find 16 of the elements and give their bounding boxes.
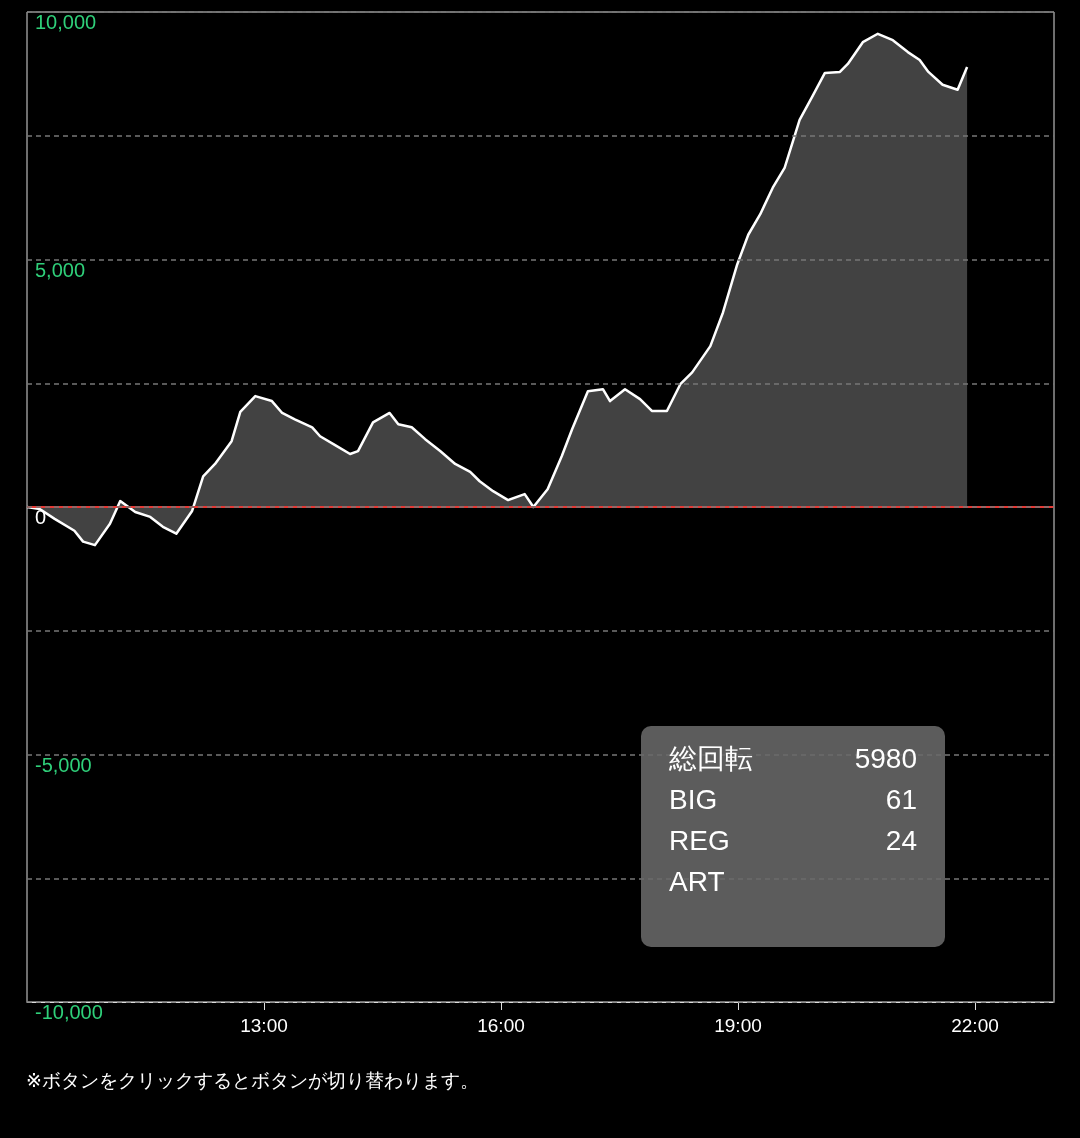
y-tick-label: 10,000 [35, 11, 97, 33]
x-tick-label: 16:00 [477, 1015, 525, 1036]
annotation: REG [669, 824, 731, 857]
x-tick-label: 22:00 [951, 1015, 999, 1036]
annotation: 総回転 [669, 741, 754, 776]
y-tick-label: -5,000 [35, 753, 92, 776]
annotation: BIG [669, 783, 719, 816]
annotation: ART [669, 865, 726, 898]
y-tick-label: -10,000 [35, 1001, 103, 1023]
annotation: 61 [884, 783, 917, 816]
annotation: 5980 [854, 742, 917, 775]
y-tick-label: 5,000 [35, 258, 86, 281]
x-tick-label: 13:00 [240, 1015, 288, 1036]
text: ※ボタンをクリックするとボタンが切り替わります。 [26, 1068, 479, 1093]
annotation: 24 [884, 824, 917, 857]
x-tick-label: 19:00 [714, 1015, 762, 1036]
